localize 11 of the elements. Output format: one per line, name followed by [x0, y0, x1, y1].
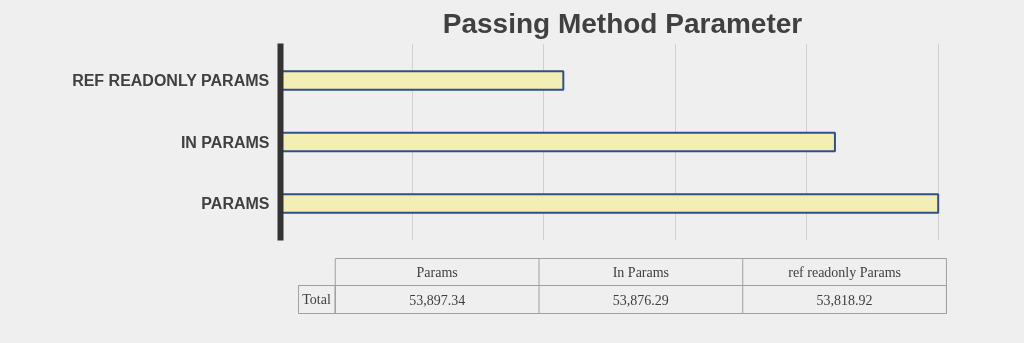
chart-title: Passing Method Parameter	[442, 7, 803, 39]
text: 53,897.34	[409, 292, 466, 308]
text: In Params	[612, 265, 670, 280]
text: ref readonly Params	[788, 265, 901, 280]
y-tick-label: IN PARAMS	[180, 133, 270, 151]
text: 53,876.29	[612, 292, 669, 308]
y-tick-label: REF READONLY PARAMS	[72, 71, 270, 89]
text: Total	[302, 292, 331, 307]
text: 53,818.92	[816, 292, 873, 308]
y-tick-label: PARAMS	[201, 195, 270, 213]
text: Params	[416, 265, 458, 280]
